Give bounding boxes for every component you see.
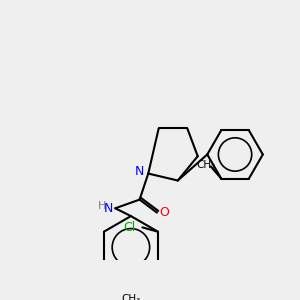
Text: N: N bbox=[135, 165, 144, 178]
Text: N: N bbox=[104, 202, 114, 215]
Text: H: H bbox=[98, 201, 106, 211]
Text: CH₃: CH₃ bbox=[196, 160, 215, 170]
Text: CH₃: CH₃ bbox=[121, 294, 140, 300]
Text: Cl: Cl bbox=[123, 221, 135, 234]
Text: O: O bbox=[159, 206, 169, 219]
